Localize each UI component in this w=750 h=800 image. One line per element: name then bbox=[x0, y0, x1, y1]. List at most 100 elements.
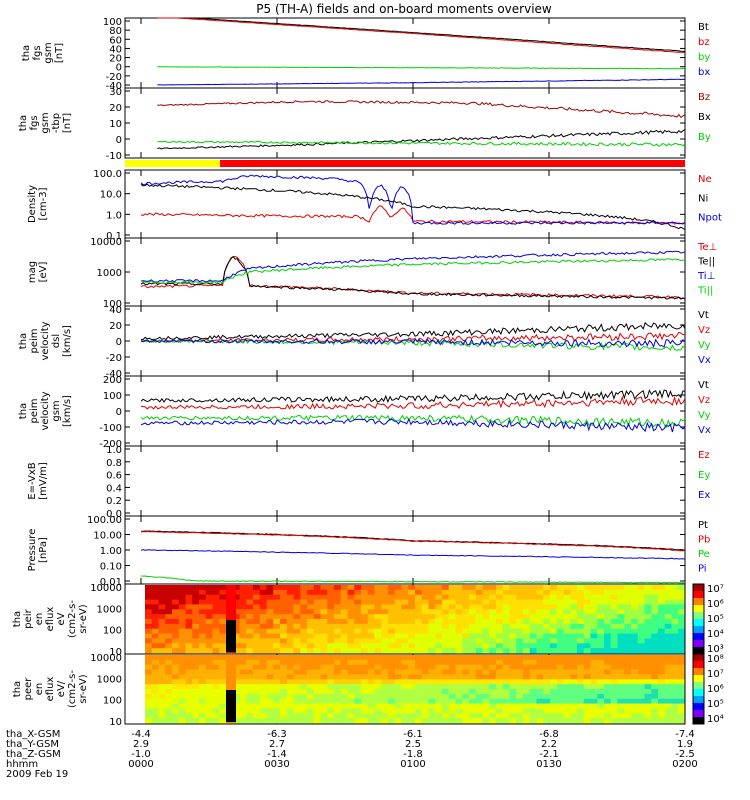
spectrogram-cell bbox=[273, 703, 281, 709]
spectrogram-cell bbox=[172, 679, 180, 685]
spectrogram-cell bbox=[644, 648, 652, 654]
spectrogram-cell bbox=[327, 713, 335, 719]
spectrogram-cell bbox=[178, 648, 186, 654]
y-gsm-value: 2.7 bbox=[269, 739, 285, 750]
spectrogram-cell bbox=[219, 638, 227, 644]
spectrogram-cell bbox=[327, 614, 335, 620]
spectrogram-cell bbox=[212, 609, 220, 615]
spectrogram-cell bbox=[658, 669, 666, 675]
spectrogram-cell bbox=[590, 718, 598, 724]
spectrogram-cell bbox=[442, 684, 450, 690]
spectrogram-cell bbox=[583, 638, 591, 644]
spectrogram-cell bbox=[374, 589, 382, 596]
spectrogram-cell bbox=[239, 689, 247, 695]
spectrogram-cell bbox=[381, 633, 389, 639]
spectrogram-cell bbox=[664, 585, 672, 591]
spectrogram-cell bbox=[543, 713, 551, 719]
spectrogram-cell bbox=[313, 628, 321, 634]
colorbar-segment bbox=[693, 703, 704, 711]
spectrogram-cell bbox=[631, 679, 639, 685]
spectrogram-cell bbox=[570, 713, 578, 719]
spectrogram-cell bbox=[172, 585, 180, 591]
spectrogram-cell bbox=[239, 643, 247, 649]
spectrogram-cell bbox=[151, 633, 159, 639]
colorbar-segment bbox=[693, 605, 704, 613]
spectrogram-cell bbox=[469, 684, 477, 690]
spectrogram-cell bbox=[401, 698, 409, 704]
spectrogram-cell bbox=[577, 609, 585, 615]
spectrogram-cell bbox=[550, 599, 558, 605]
spectrogram-cell bbox=[199, 703, 207, 709]
spectrogram-cell bbox=[658, 659, 666, 666]
spectrogram-cell bbox=[199, 708, 207, 714]
spectrogram-cell bbox=[374, 604, 382, 610]
spectrogram-cell bbox=[644, 585, 652, 591]
colorbar-segment bbox=[693, 710, 704, 718]
spectrogram-cell bbox=[570, 604, 578, 610]
spectrogram-cell bbox=[590, 693, 598, 700]
spectrogram-cell bbox=[327, 655, 335, 661]
spectrogram-cell bbox=[178, 655, 186, 661]
spectrogram-cell bbox=[388, 585, 396, 591]
spectrogram-cell bbox=[583, 648, 591, 654]
spectrogram-cell bbox=[232, 693, 240, 700]
spectrogram-cell bbox=[631, 659, 639, 666]
spectrogram-cell bbox=[381, 623, 389, 630]
spectrogram-cell bbox=[536, 599, 544, 605]
spectrogram-cell bbox=[556, 689, 564, 695]
x-gsm-value: -6.1 bbox=[403, 729, 423, 740]
spectrogram-cell bbox=[624, 689, 632, 695]
spectrogram-cell bbox=[388, 664, 396, 670]
spectrogram-cell bbox=[550, 633, 558, 639]
spectrogram-cell bbox=[246, 679, 254, 685]
spectrogram-cell bbox=[502, 628, 510, 634]
spectrogram-cell bbox=[536, 628, 544, 634]
spectrogram-cell bbox=[651, 708, 659, 714]
spectrogram-cell bbox=[644, 664, 652, 670]
spectrogram-cell bbox=[597, 674, 605, 680]
spectrogram-cell bbox=[273, 684, 281, 690]
spectrogram-cell bbox=[273, 708, 281, 714]
spectrogram-cell bbox=[388, 594, 396, 600]
spectrogram-cell bbox=[205, 684, 213, 690]
spectrogram-cell bbox=[212, 664, 220, 670]
spectrogram-cell bbox=[239, 589, 247, 596]
spectrogram-cell bbox=[631, 609, 639, 615]
spectrogram-cell bbox=[192, 604, 200, 610]
spectrogram-cell bbox=[428, 604, 436, 610]
spectrogram-cell bbox=[347, 669, 355, 675]
spectrogram-cell bbox=[293, 693, 301, 700]
spectrogram-cell bbox=[273, 619, 281, 625]
spectrogram-cell bbox=[610, 589, 618, 596]
spectrogram-cell bbox=[563, 604, 571, 610]
spectrogram-cell bbox=[280, 648, 288, 654]
spectrogram-cell bbox=[232, 664, 240, 670]
spectrogram-cell bbox=[448, 594, 456, 600]
spectrogram-cell bbox=[482, 659, 490, 666]
spectrogram-cell bbox=[583, 633, 591, 639]
spectrogram-cell bbox=[583, 693, 591, 700]
spectrogram-cell bbox=[523, 614, 531, 620]
spectrogram-cell bbox=[280, 679, 288, 685]
colorbar-segment bbox=[693, 619, 704, 627]
spectrogram-cell bbox=[374, 708, 382, 714]
spectrogram-cell bbox=[637, 684, 645, 690]
spectrogram-cell bbox=[172, 633, 180, 639]
spectrogram-cell bbox=[556, 623, 564, 630]
spectrogram-cell bbox=[590, 585, 598, 591]
spectrogram-cell bbox=[266, 604, 274, 610]
spectrogram-cell bbox=[327, 589, 335, 596]
spectrogram-cell bbox=[502, 674, 510, 680]
spectrogram-cell bbox=[151, 664, 159, 670]
spectrogram-cell bbox=[199, 599, 207, 605]
spectrogram-cell bbox=[590, 655, 598, 661]
spectrogram-cell bbox=[239, 585, 247, 591]
spectrogram-cell bbox=[536, 623, 544, 630]
spectrogram-cell bbox=[516, 659, 524, 666]
spectrogram-cell bbox=[664, 648, 672, 654]
spectrogram-cell bbox=[664, 693, 672, 700]
colorbar-segment bbox=[693, 633, 704, 641]
spectrogram-cell bbox=[442, 713, 450, 719]
spectrogram-cell bbox=[347, 708, 355, 714]
spectrogram-cell bbox=[502, 594, 510, 600]
